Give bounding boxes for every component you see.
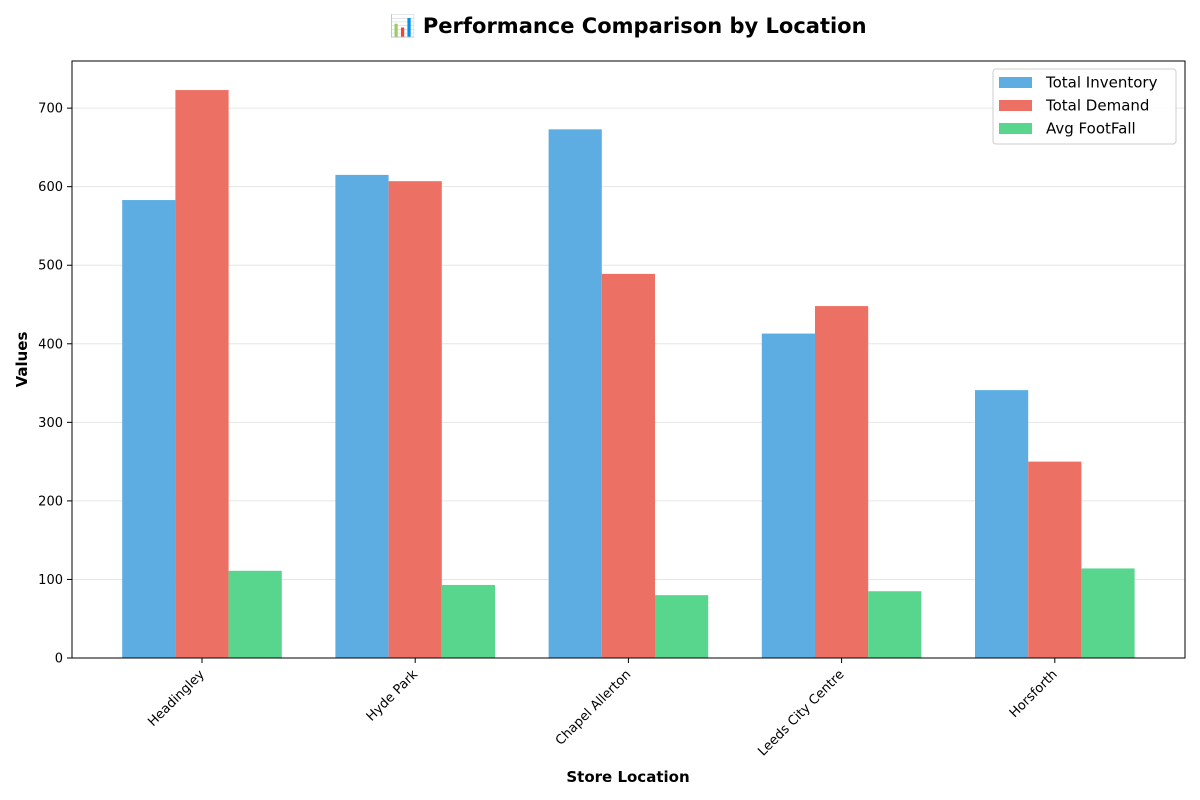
x-tick-label: Chapel Allerton [553, 667, 634, 748]
x-axis-title: Store Location [566, 768, 689, 786]
bar-avg-footfall-headingley [228, 570, 282, 658]
y-tick-label: 700 [38, 102, 63, 117]
bar-avg-footfall-horsforth [1081, 568, 1135, 658]
chart-title: 📊 Performance Comparison by Location [389, 13, 866, 38]
bar-total-demand-chapel-allerton [601, 273, 655, 658]
legend-swatch [999, 123, 1032, 134]
bar-total-demand-hyde-park [388, 181, 442, 658]
bar-total-demand-leeds-city-centre [815, 306, 869, 658]
x-tick-label: Headingley [145, 667, 208, 730]
legend-box [992, 68, 1177, 145]
y-tick-label: 100 [38, 573, 63, 588]
x-tick-label: Horsforth [1007, 667, 1061, 721]
y-tick-label: 200 [38, 494, 63, 509]
legend: Total Inventory Total Demand Avg FootFall [992, 68, 1177, 145]
y-axis-title: Values [13, 332, 31, 388]
bar-total-inventory-headingley [122, 200, 176, 659]
legend-label: Total Inventory [1045, 74, 1158, 92]
bar-total-inventory-leeds-city-centre [761, 333, 815, 658]
y-tick-label: 400 [38, 337, 63, 352]
y-tick-label: 500 [38, 259, 63, 274]
bar-avg-footfall-chapel-allerton [655, 595, 709, 658]
bar-total-demand-headingley [175, 90, 229, 659]
x-tick-label: Leeds City Centre [755, 667, 847, 759]
x-tick-label: Hyde Park [364, 667, 422, 725]
bars [122, 90, 1135, 659]
legend-label: Avg FootFall [1046, 120, 1136, 138]
y-axis-ticks: 0 100 200 300 400 500 600 700 [38, 102, 72, 667]
bar-total-inventory-chapel-allerton [548, 129, 602, 658]
bar-avg-footfall-hyde-park [441, 584, 495, 658]
bar-avg-footfall-leeds-city-centre [868, 591, 922, 658]
legend-swatch [999, 77, 1032, 88]
legend-label: Total Demand [1045, 97, 1149, 115]
bar-total-demand-horsforth [1028, 461, 1082, 658]
y-tick-label: 600 [38, 180, 63, 195]
bar-total-inventory-horsforth [975, 390, 1029, 658]
y-tick-label: 0 [55, 652, 63, 667]
y-tick-label: 300 [38, 416, 63, 431]
bar-total-inventory-hyde-park [335, 174, 389, 659]
x-axis-ticks: Headingley Hyde Park Chapel Allerton Leeds … [145, 658, 1061, 759]
legend-swatch [999, 100, 1032, 111]
